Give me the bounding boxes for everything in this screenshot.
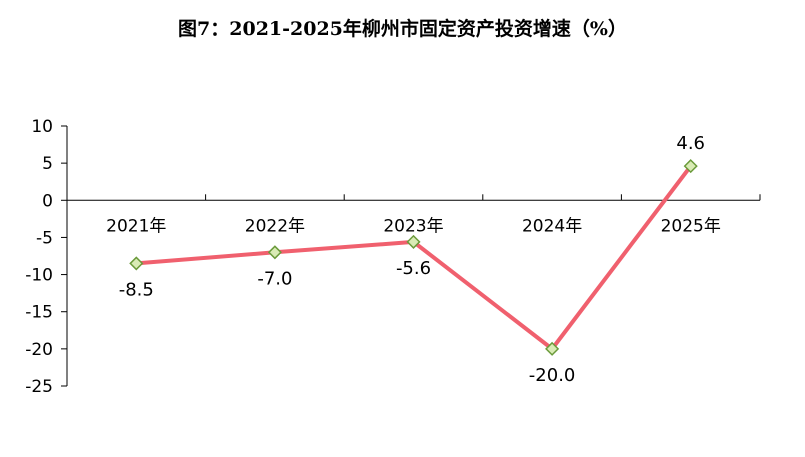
y-tick-label: 0 xyxy=(42,191,53,211)
y-tick-label: -20 xyxy=(25,340,53,360)
data-point-marker xyxy=(129,256,144,271)
data-label: -20.0 xyxy=(529,365,576,386)
chart-title: 图7：2021-2025年柳州市固定资产投资增速（%） xyxy=(178,18,627,40)
data-label: 4.6 xyxy=(676,133,705,154)
y-tick-label: -25 xyxy=(25,377,53,397)
data-label: -7.0 xyxy=(257,268,292,289)
x-category-label: 2024年 xyxy=(522,216,582,236)
y-tick-label: -10 xyxy=(25,266,53,286)
y-tick-label: 5 xyxy=(42,154,53,174)
data-label: -5.6 xyxy=(396,258,431,279)
x-category-label: 2022年 xyxy=(245,216,305,236)
data-label: -8.5 xyxy=(119,279,154,300)
x-category-label: 2021年 xyxy=(106,216,166,236)
y-tick-label: -5 xyxy=(36,228,53,248)
x-category-label: 2025年 xyxy=(661,216,721,236)
y-tick-label: 10 xyxy=(31,117,53,137)
data-point-marker xyxy=(406,234,421,249)
x-category-label: 2023年 xyxy=(383,216,443,236)
data-point-marker xyxy=(545,341,560,356)
data-point-marker xyxy=(683,159,698,174)
y-tick-label: -15 xyxy=(25,303,53,323)
data-point-marker xyxy=(267,245,282,260)
